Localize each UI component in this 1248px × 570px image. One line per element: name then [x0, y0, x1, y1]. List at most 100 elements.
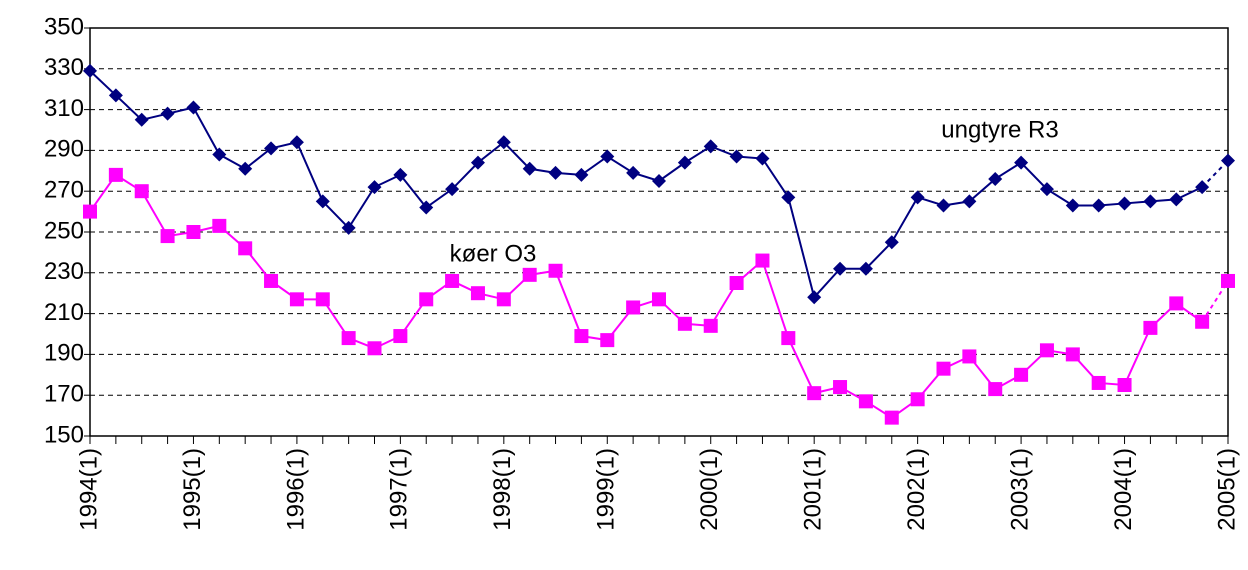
- marker: [858, 394, 873, 409]
- marker: [108, 167, 123, 182]
- x-tick-label: 2000(1): [696, 448, 723, 531]
- x-tick-label: 1997(1): [386, 448, 413, 531]
- marker: [600, 149, 615, 164]
- marker: [910, 190, 925, 205]
- marker: [1195, 180, 1210, 195]
- marker: [574, 167, 589, 182]
- y-tick-label: 290: [44, 136, 84, 163]
- x-tick-label: 1994(1): [75, 448, 102, 531]
- marker: [470, 155, 485, 170]
- marker: [807, 290, 822, 305]
- marker: [289, 292, 304, 307]
- marker: [264, 141, 279, 156]
- marker: [936, 361, 951, 376]
- marker: [212, 218, 227, 233]
- marker: [186, 225, 201, 239]
- series-line: [89, 173, 1203, 419]
- marker: [988, 171, 1003, 186]
- x-tick-label: 2002(1): [903, 448, 930, 531]
- marker: [445, 273, 460, 288]
- marker: [160, 106, 175, 121]
- marker: [522, 267, 537, 282]
- marker: [1039, 343, 1054, 358]
- marker: [988, 382, 1003, 397]
- marker: [652, 174, 666, 188]
- marker: [445, 182, 460, 197]
- marker: [134, 112, 149, 127]
- marker: [548, 263, 563, 278]
- marker: [962, 349, 977, 364]
- marker: [755, 151, 770, 166]
- marker: [83, 204, 97, 219]
- marker: [600, 333, 615, 348]
- marker: [341, 220, 356, 235]
- marker: [729, 276, 744, 290]
- marker: [238, 161, 253, 176]
- marker: [315, 292, 330, 307]
- marker: [626, 165, 641, 180]
- marker: [1169, 296, 1184, 311]
- marker: [1014, 367, 1029, 382]
- marker: [186, 100, 201, 115]
- marker: [936, 198, 951, 213]
- x-tick-label: 2004(1): [1110, 448, 1137, 531]
- marker: [677, 155, 692, 170]
- y-tick-label: 150: [44, 421, 84, 448]
- marker: [341, 331, 356, 346]
- marker: [833, 380, 848, 395]
- marker: [289, 135, 304, 150]
- x-tick-label: 1999(1): [593, 448, 620, 531]
- marker: [781, 190, 796, 205]
- x-tick-label: 1995(1): [179, 448, 206, 531]
- marker: [626, 300, 641, 315]
- marker: [470, 286, 485, 301]
- y-tick-label: 350: [44, 13, 84, 40]
- marker: [134, 184, 149, 199]
- y-tick-label: 250: [44, 217, 84, 244]
- marker: [884, 235, 899, 250]
- marker: [1117, 196, 1132, 211]
- y-tick-label: 210: [44, 299, 84, 326]
- marker: [884, 410, 899, 425]
- marker: [677, 316, 692, 331]
- x-tick-label: 2005(1): [1213, 448, 1240, 531]
- series-label: køer O3: [450, 240, 537, 267]
- x-tick-label: 1996(1): [282, 448, 309, 531]
- marker: [833, 261, 848, 276]
- marker: [1143, 194, 1158, 209]
- marker: [1014, 155, 1029, 170]
- marker: [548, 165, 563, 180]
- marker: [315, 194, 330, 209]
- y-tick-label: 170: [44, 381, 84, 408]
- marker: [1117, 378, 1132, 392]
- marker: [367, 341, 382, 356]
- marker: [83, 63, 97, 78]
- marker: [781, 331, 796, 346]
- marker: [910, 392, 925, 407]
- marker: [419, 292, 434, 307]
- marker: [1169, 192, 1184, 207]
- marker: [703, 318, 718, 333]
- x-tick-label: 2003(1): [1006, 448, 1033, 531]
- y-tick-label: 190: [44, 340, 84, 367]
- series-label: ungtyre R3: [941, 116, 1058, 143]
- series-line-projection: [1201, 159, 1229, 188]
- marker: [1065, 198, 1080, 213]
- marker: [393, 329, 408, 344]
- y-tick-label: 270: [44, 177, 84, 204]
- marker: [522, 161, 537, 176]
- marker: [1143, 320, 1158, 335]
- marker: [652, 292, 666, 307]
- marker: [1091, 375, 1106, 390]
- x-tick-label: 2001(1): [800, 448, 827, 531]
- marker: [108, 88, 123, 103]
- y-tick-label: 230: [44, 258, 84, 285]
- marker: [160, 229, 175, 244]
- marker: [496, 135, 511, 150]
- marker: [1091, 198, 1106, 213]
- marker: [238, 241, 253, 256]
- y-tick-label: 330: [44, 54, 84, 81]
- marker: [1221, 153, 1235, 168]
- x-tick-label: 1998(1): [489, 448, 516, 531]
